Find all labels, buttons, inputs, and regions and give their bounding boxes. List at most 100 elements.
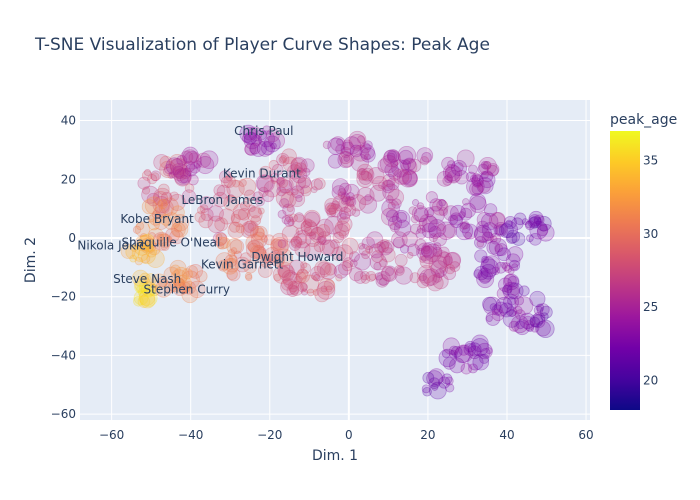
- data-point: [470, 338, 489, 357]
- data-point: [519, 312, 536, 329]
- data-point: [325, 204, 337, 216]
- data-point: [342, 257, 354, 268]
- data-point: [270, 172, 280, 183]
- data-point: [423, 243, 442, 263]
- data-point: [443, 357, 456, 370]
- data-point: [182, 167, 192, 178]
- data-point: [248, 205, 262, 219]
- data-point: [427, 219, 447, 238]
- data-point: [348, 133, 366, 151]
- data-point: [160, 214, 172, 226]
- data-point: [159, 160, 177, 178]
- data-point: [239, 124, 258, 143]
- data-point: [271, 163, 284, 176]
- data-point: [297, 282, 308, 293]
- data-point: [248, 204, 256, 212]
- data-point: [336, 210, 351, 225]
- data-point: [297, 175, 311, 189]
- data-point: [476, 342, 493, 360]
- data-point: [275, 248, 294, 267]
- data-point: [505, 253, 521, 269]
- data-point: [359, 142, 371, 154]
- data-point: [392, 210, 411, 229]
- data-point: [184, 183, 195, 193]
- data-point: [258, 186, 269, 197]
- data-point: [235, 224, 245, 234]
- data-point: [137, 234, 154, 251]
- data-point: [247, 222, 257, 231]
- data-point: [335, 274, 343, 282]
- data-point: [316, 224, 331, 238]
- data-point: [507, 267, 515, 275]
- data-point: [290, 156, 308, 174]
- data-point: [316, 235, 326, 246]
- data-point: [279, 198, 290, 209]
- data-point: [476, 240, 485, 248]
- data-point: [436, 199, 448, 211]
- data-point: [311, 271, 320, 281]
- data-point: [525, 323, 535, 332]
- data-point: [227, 249, 236, 257]
- data-point: [494, 261, 507, 274]
- data-point: [333, 264, 349, 279]
- data-point: [413, 207, 429, 223]
- data-point: [331, 246, 347, 262]
- data-point: [329, 239, 340, 249]
- data-point: [258, 165, 273, 180]
- data-point: [503, 215, 517, 230]
- data-point: [145, 243, 154, 252]
- data-point: [296, 268, 309, 280]
- data-point: [181, 146, 199, 164]
- data-point: [467, 342, 482, 357]
- data-point: [148, 212, 163, 226]
- data-point: [338, 196, 355, 213]
- data-point: [491, 266, 501, 275]
- data-point: [414, 238, 427, 251]
- player-annotations: Chris Paul Kevin Durant LeBron James Kobe B…: [77, 124, 343, 297]
- data-point: [224, 257, 240, 273]
- data-point: [169, 229, 184, 245]
- data-point: [189, 162, 201, 174]
- data-point: [463, 343, 477, 356]
- data-point: [419, 254, 434, 269]
- data-point: [233, 250, 242, 259]
- data-point: [394, 266, 413, 285]
- data-point: [338, 150, 353, 165]
- x-tick-label: −20: [257, 428, 282, 442]
- data-point: [304, 211, 320, 228]
- data-point: [137, 295, 151, 308]
- data-point: [348, 130, 367, 149]
- data-point: [529, 290, 546, 307]
- data-point: [244, 272, 253, 280]
- data-point: [428, 254, 448, 274]
- data-point: [422, 244, 431, 252]
- data-point: [416, 265, 436, 284]
- data-point: [445, 166, 457, 179]
- data-point: [182, 149, 198, 165]
- data-point: [243, 131, 257, 145]
- data-point: [471, 175, 484, 188]
- player-label: Kobe Bryant: [120, 212, 194, 226]
- y-tick-label: 0: [68, 231, 76, 245]
- data-point: [376, 240, 389, 253]
- data-point: [526, 234, 534, 243]
- data-point: [280, 278, 298, 296]
- data-point: [467, 345, 482, 360]
- data-point: [357, 135, 366, 144]
- data-point: [510, 315, 529, 334]
- data-point: [468, 164, 478, 175]
- data-point: [130, 244, 138, 252]
- data-point: [431, 198, 449, 216]
- data-point: [472, 353, 490, 371]
- data-point: [228, 254, 238, 263]
- grid-lines: [80, 100, 590, 420]
- data-point: [258, 263, 273, 278]
- data-point: [424, 207, 435, 218]
- data-point: [483, 231, 494, 242]
- data-point: [260, 235, 269, 243]
- data-point: [300, 261, 308, 269]
- data-point: [174, 168, 185, 179]
- data-point: [230, 209, 249, 228]
- data-point: [341, 260, 353, 272]
- data-point: [148, 284, 160, 297]
